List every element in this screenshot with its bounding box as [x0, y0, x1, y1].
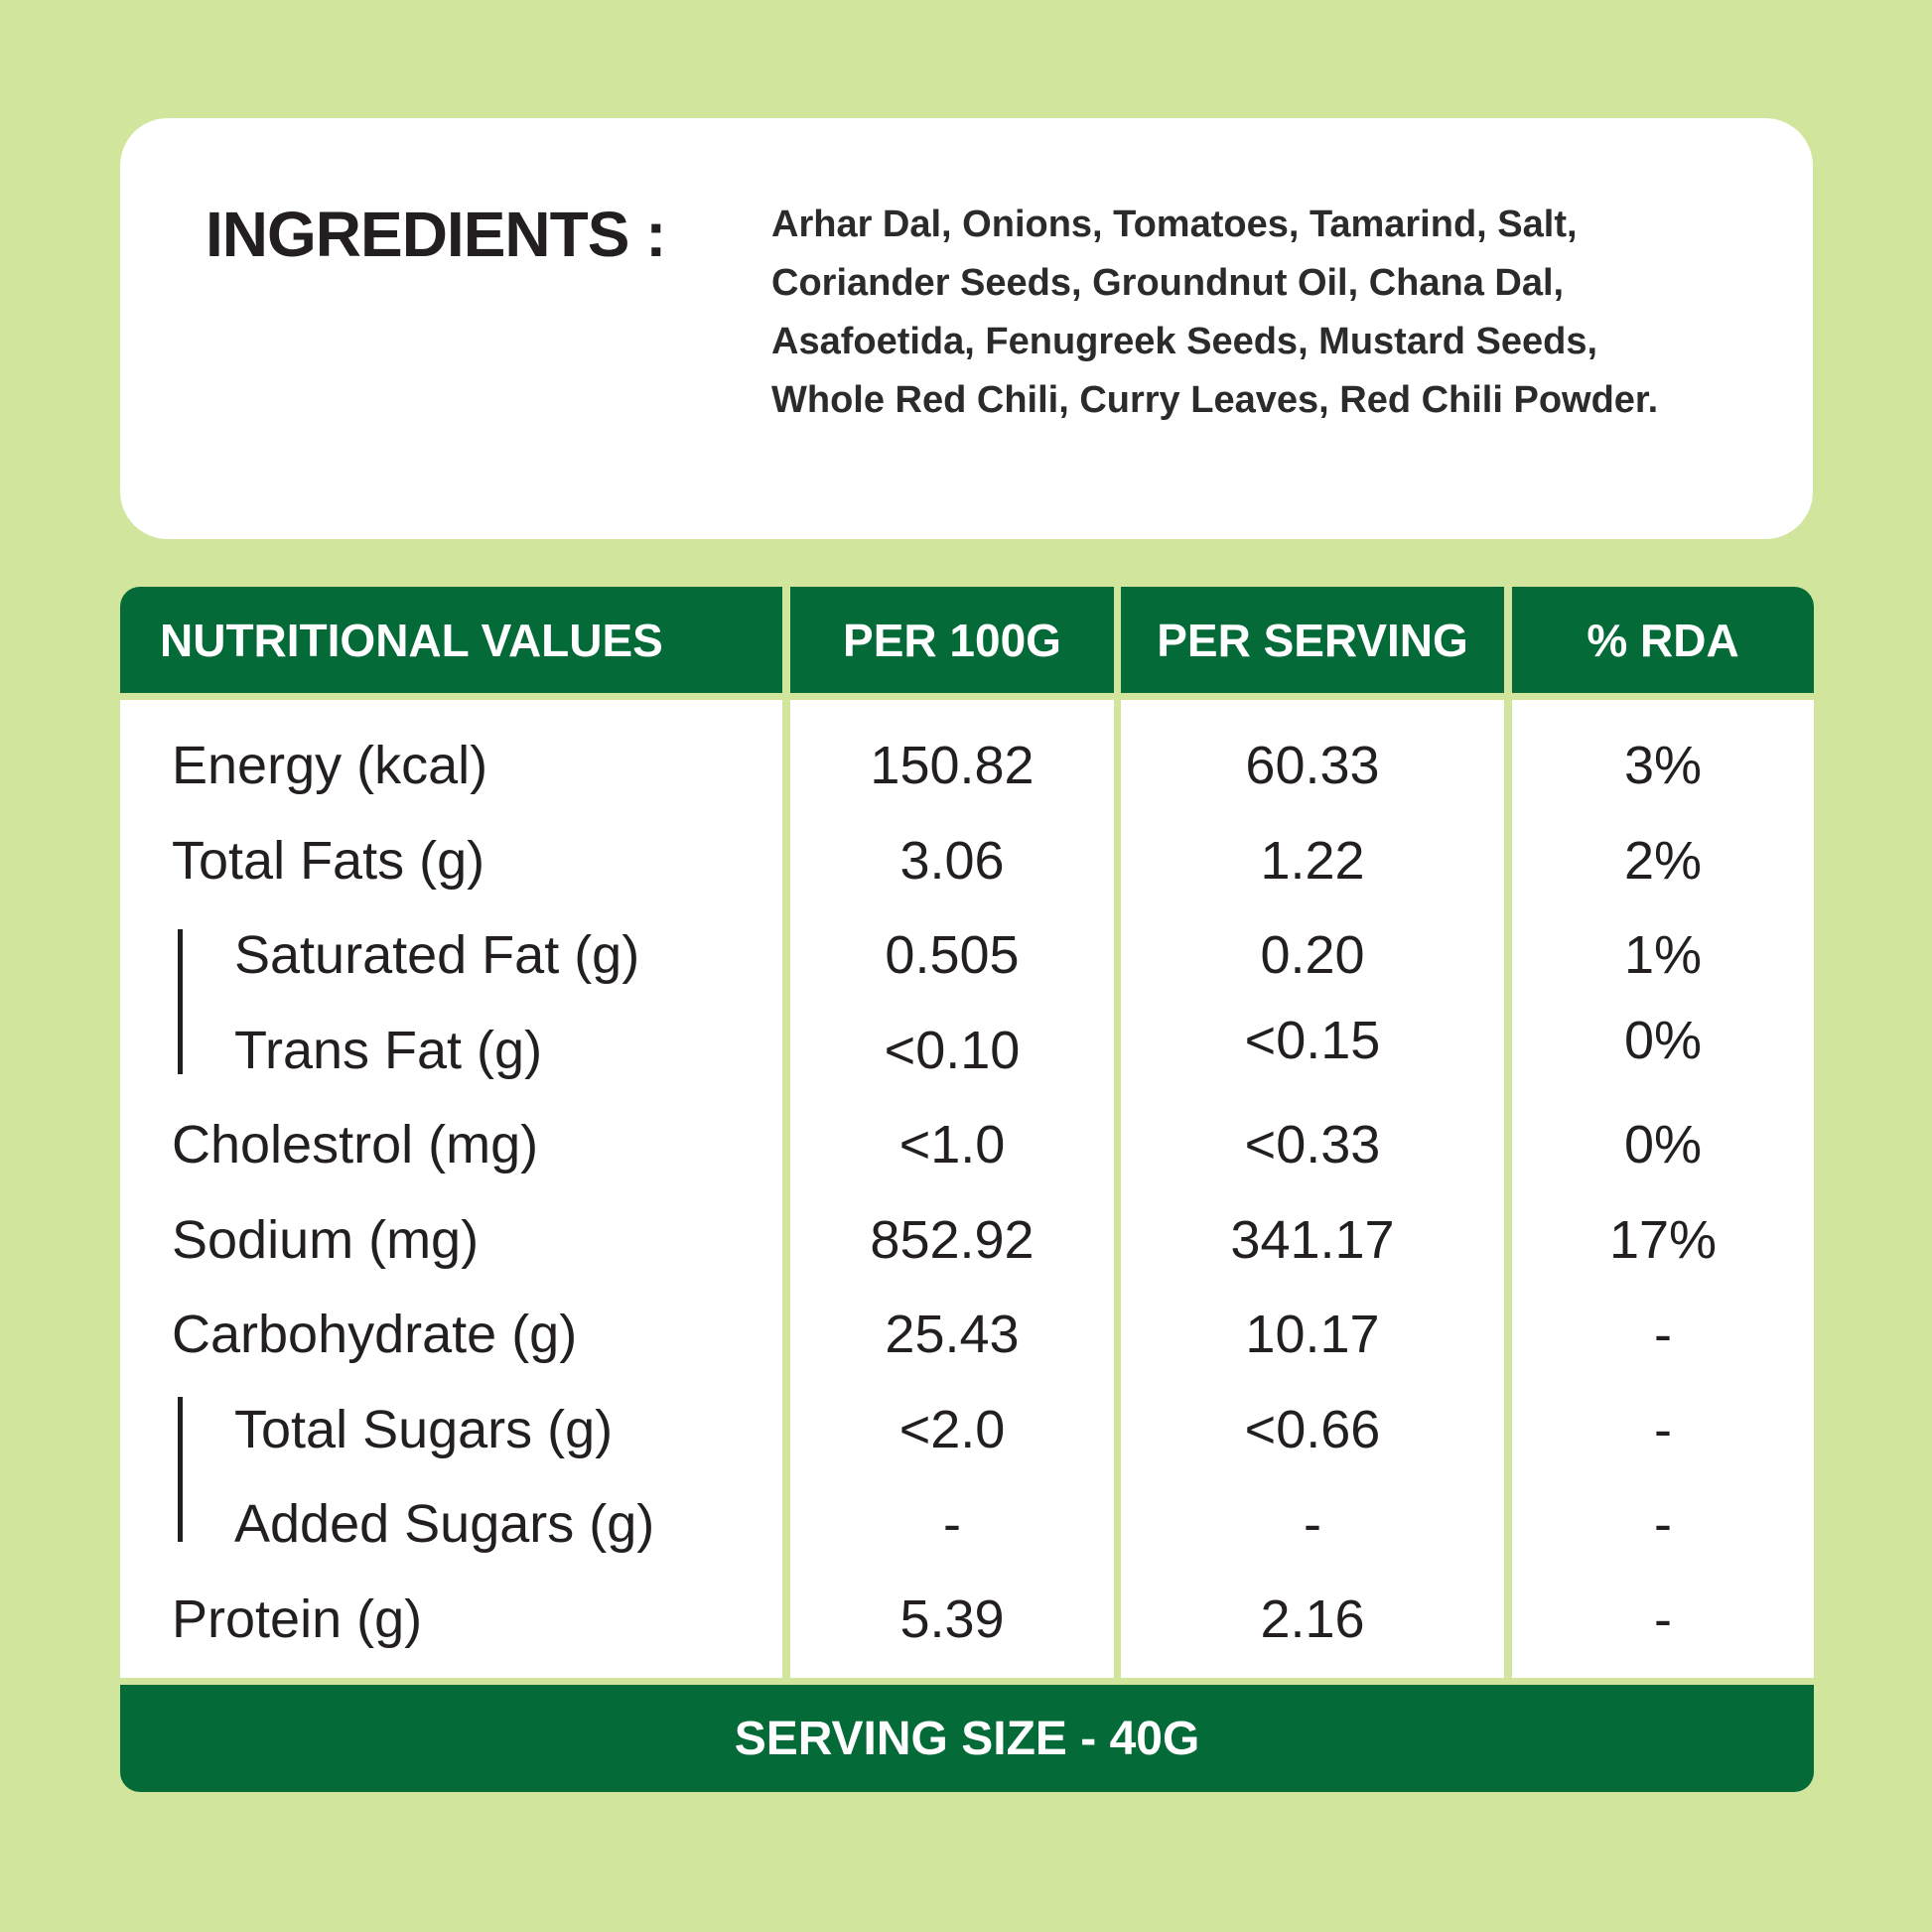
- value-per-serving: <0.33: [1244, 1115, 1381, 1174]
- value-per-serving: 60.33: [1245, 736, 1380, 795]
- value-per-serving: 10.17: [1245, 1305, 1380, 1364]
- value-per-100g: <1.0: [898, 1115, 1006, 1174]
- value-per-100g: <0.10: [884, 1020, 1021, 1080]
- value-rda: 17%: [1608, 1209, 1718, 1270]
- value-per-serving: <0.66: [1244, 1399, 1381, 1459]
- value-per-100g: 5.39: [899, 1588, 1005, 1649]
- value-rda: 3%: [1623, 736, 1703, 795]
- value-per-serving: 2.16: [1260, 1588, 1365, 1649]
- value-rda: 2%: [1623, 830, 1703, 891]
- column-nutrient-names: [120, 700, 782, 1678]
- header-per-serving: PER SERVING: [1121, 587, 1504, 693]
- column-per-serving: [1121, 700, 1504, 1678]
- header-rda: % RDA: [1512, 587, 1814, 693]
- value-per-serving: 0.20: [1260, 925, 1365, 985]
- nutrient-name: Added Sugars (g): [234, 1494, 655, 1554]
- header-per-100g: PER 100G: [790, 587, 1114, 693]
- nutrient-name: Saturated Fat (g): [234, 925, 640, 985]
- value-rda: -: [1654, 1588, 1672, 1649]
- value-per-serving: 341.17: [1230, 1209, 1395, 1270]
- value-per-100g: 150.82: [870, 736, 1035, 795]
- ingredients-line: Arhar Dal, Onions, Tomatoes, Tamarind, S…: [771, 204, 1578, 245]
- value-per-100g: 0.505: [885, 925, 1020, 985]
- ingredients-line: Whole Red Chili, Curry Leaves, Red Chili…: [771, 379, 1659, 421]
- value-per-serving: <0.15: [1244, 1010, 1381, 1070]
- value-rda: 0%: [1623, 1115, 1703, 1174]
- nutrient-name: Sodium (mg): [172, 1209, 480, 1270]
- nutrient-name: Trans Fat (g): [234, 1020, 543, 1080]
- value-per-serving: -: [1304, 1494, 1321, 1554]
- value-per-100g: 3.06: [899, 830, 1005, 891]
- value-per-100g: 852.92: [870, 1209, 1035, 1270]
- nutrient-name: Total Fats (g): [172, 830, 485, 891]
- column-per-100g: [790, 700, 1114, 1678]
- value-per-100g: -: [943, 1494, 961, 1554]
- header-nutritional-values: NUTRITIONAL VALUES: [120, 587, 782, 693]
- serving-size-footer: SERVING SIZE - 40G: [120, 1685, 1814, 1792]
- nutrient-name: Carbohydrate (g): [172, 1305, 578, 1364]
- value-rda: 0%: [1623, 1010, 1703, 1070]
- value-rda: -: [1654, 1305, 1672, 1364]
- ingredients-list: Arhar Dal, Onions, Tomatoes, Tamarind, S…: [771, 196, 1784, 430]
- ingredients-line: Coriander Seeds, Groundnut Oil, Chana Da…: [771, 262, 1565, 304]
- nutrient-name: Energy (kcal): [172, 736, 488, 795]
- nutrition-table: NUTRITIONAL VALUES PER 100G PER SERVING …: [120, 587, 1814, 1792]
- sugar-subitem-bracket: [178, 1397, 183, 1542]
- fat-subitem-bracket: [178, 929, 183, 1074]
- nutrient-name: Total Sugars (g): [234, 1399, 614, 1459]
- ingredients-line: Asafoetida, Fenugreek Seeds, Mustard See…: [771, 321, 1598, 362]
- nutrient-name: Protein (g): [172, 1588, 423, 1649]
- value-rda: -: [1654, 1494, 1672, 1554]
- value-rda: 1%: [1623, 925, 1703, 985]
- ingredients-card: INGREDIENTS : Arhar Dal, Onions, Tomatoe…: [120, 118, 1813, 539]
- value-rda: -: [1654, 1399, 1672, 1459]
- ingredients-heading: INGREDIENTS :: [206, 199, 666, 270]
- column-rda: [1512, 700, 1814, 1678]
- value-per-serving: 1.22: [1260, 830, 1365, 891]
- value-per-100g: 25.43: [885, 1305, 1020, 1364]
- nutrient-name: Cholestrol (mg): [172, 1115, 539, 1174]
- value-per-100g: <2.0: [898, 1399, 1006, 1459]
